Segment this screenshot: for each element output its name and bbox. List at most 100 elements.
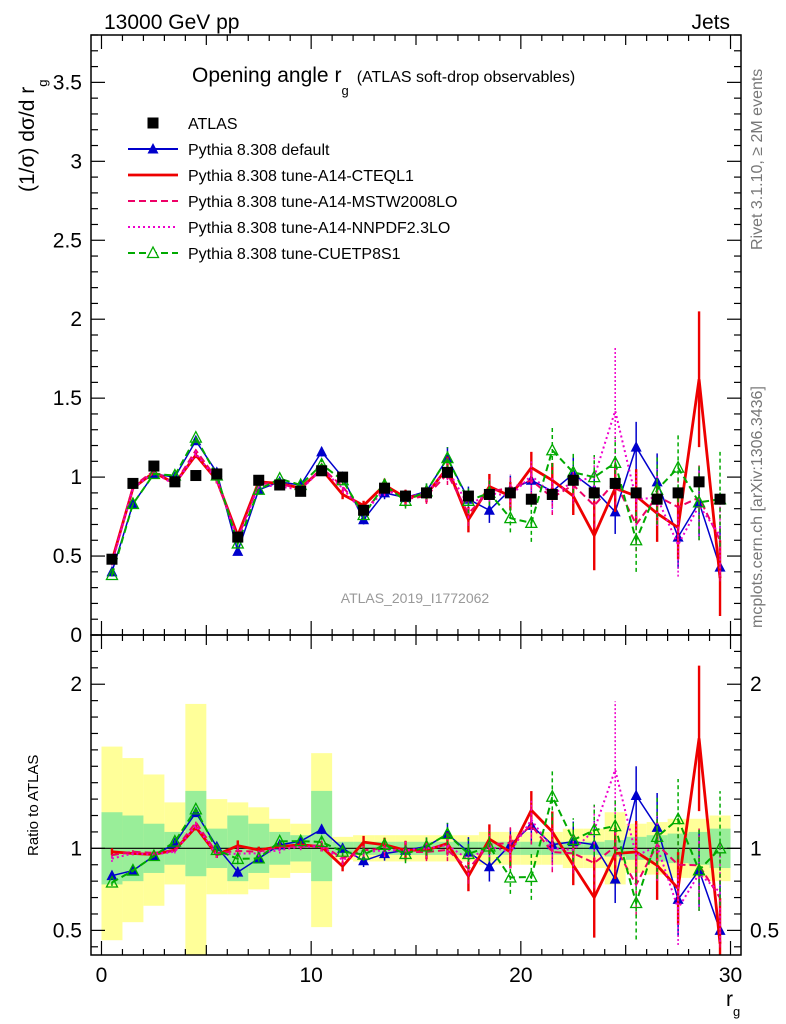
chart-title: Opening angle rg(ATLAS soft-drop observa… <box>192 64 575 98</box>
main-series-1-marker <box>483 504 495 515</box>
ratio-series-5-marker <box>629 895 643 909</box>
ratio-y-tick-label: 2 <box>70 673 82 696</box>
legend-entry-label: ATLAS <box>188 116 238 133</box>
main-series-0-marker <box>316 465 328 477</box>
main-series-5-marker <box>126 496 140 510</box>
main-series-0-marker <box>609 477 621 489</box>
main-y-tick-label: 1 <box>70 466 82 489</box>
ratio-series-5-marker <box>189 801 203 815</box>
ratio-series-5-marker <box>608 818 622 832</box>
main-series-5-marker <box>692 494 706 508</box>
main-y-tick-label: 2.5 <box>53 229 82 252</box>
ratio-y-tick-label-right: 0.5 <box>750 919 779 942</box>
ratio-series-1-marker <box>232 866 244 877</box>
x-tick-label: 10 <box>299 964 322 987</box>
ratio-series-5-marker <box>440 826 455 840</box>
main-series-0-marker <box>148 460 160 472</box>
main-y-tick-label: 1.5 <box>53 387 82 410</box>
main-series-1-marker <box>232 545 244 556</box>
x-tick-label: 0 <box>96 964 108 987</box>
legend-entry-label: Pythia 8.308 default <box>188 142 330 159</box>
main-series-5-line <box>111 435 721 576</box>
ratio-series-5-marker <box>503 870 517 883</box>
main-series-0-marker <box>106 553 118 565</box>
legend: ATLAS Pythia 8.308 default Pythia 8.308 tu… <box>128 116 457 263</box>
header-right: Jets <box>691 11 730 34</box>
main-series-0-marker <box>127 477 139 489</box>
ratio-y-axis-label: Ratio to ATLAS <box>25 755 42 856</box>
ratio-series-5-marker <box>126 863 140 876</box>
main-series-5-marker <box>629 532 643 546</box>
header-left: 13000 GeV pp <box>104 11 239 34</box>
main-y-tick-label: 3.5 <box>53 71 82 94</box>
ratio-panel-series <box>105 665 727 955</box>
main-series-0-marker <box>337 471 349 483</box>
main-series-0-marker <box>420 487 432 499</box>
ratio-series-1-marker <box>295 835 307 846</box>
legend-marker <box>146 245 160 259</box>
main-series-5-marker <box>545 442 559 456</box>
ratio-series-5-marker <box>105 875 119 888</box>
ratio-series-5-marker <box>357 847 371 860</box>
legend-entry-label: Pythia 8.308 tune-A14-MSTW2008LO <box>188 194 457 211</box>
main-series-0-marker <box>232 531 244 543</box>
ratio-series-5-marker <box>147 848 161 862</box>
main-series-1-marker <box>316 445 328 457</box>
ratio-series-5-marker <box>398 846 413 860</box>
rivet-label: Rivet 3.1.10, ≥ 2M events <box>749 69 766 250</box>
main-series-0-marker <box>295 485 307 497</box>
ratio-series-5-marker <box>587 822 601 836</box>
ratio-series-5-marker <box>210 842 224 856</box>
ratio-series-5-marker <box>566 832 580 846</box>
main-series-0-marker <box>630 487 642 499</box>
main-series-1-marker <box>630 441 642 452</box>
main-series-0-marker <box>546 488 558 500</box>
main-series-0-marker <box>190 470 202 482</box>
main-series-0-marker <box>714 493 726 505</box>
ratio-series-5-marker <box>545 789 559 802</box>
ratio-series-5-marker <box>713 840 727 854</box>
main-series-5-marker <box>189 430 203 443</box>
main-series-5-marker <box>503 510 517 524</box>
main-series-4-line <box>111 407 721 565</box>
main-series-0-marker <box>462 490 474 502</box>
ratio-series-5-marker <box>294 833 308 847</box>
main-series-0-marker <box>379 482 391 494</box>
main-series-0-marker <box>400 490 412 502</box>
legend-entry-label: Pythia 8.308 tune-CUETP8S1 <box>188 246 401 263</box>
main-series-5-marker <box>671 460 685 473</box>
ratio-series-5-marker <box>671 811 685 825</box>
x-tick-label: 20 <box>509 964 532 987</box>
ratio-series-1-marker <box>483 860 495 872</box>
main-series-0-marker <box>504 487 516 499</box>
main-series-0-marker <box>525 493 537 505</box>
axis-ticks <box>91 34 741 955</box>
analysis-watermark: ATLAS_2019_I1772062 <box>341 590 490 606</box>
ratio-y-tick-label: 0.5 <box>53 919 82 942</box>
main-series-0-marker <box>651 493 663 505</box>
legend-marker <box>147 143 159 154</box>
x-tick-label: 30 <box>719 964 742 987</box>
main-series-2-line <box>110 379 722 579</box>
main-y-tick-label: 0 <box>70 624 82 647</box>
main-y-tick-label: 2 <box>70 308 82 331</box>
legend-marker <box>147 117 159 129</box>
legend-entry-label: Pythia 8.308 tune-A14-NNPDF2.3LO <box>188 220 450 237</box>
main-series-0-marker <box>441 466 453 478</box>
ratio-series-5-marker <box>419 839 434 852</box>
ratio-series-5-marker <box>377 837 392 850</box>
main-y-tick-label: 3 <box>70 150 82 173</box>
main-series-3-line <box>111 448 721 563</box>
ratio-series-5-marker <box>315 834 329 848</box>
main-series-0-marker <box>567 474 579 486</box>
ratio-series-5-line <box>111 793 721 907</box>
main-series-5-marker <box>608 455 622 469</box>
ratio-series-5-marker <box>650 829 664 843</box>
main-series-0-marker <box>358 504 370 516</box>
ratio-series-5-marker <box>461 846 475 860</box>
ratio-y-tick-label-right: 1 <box>750 837 762 860</box>
ratio-series-5-marker <box>692 862 706 876</box>
mcplots-label: mcplots.cern.ch [arXiv:1306.3436] <box>749 386 766 628</box>
ratio-series-5-marker <box>336 844 350 857</box>
